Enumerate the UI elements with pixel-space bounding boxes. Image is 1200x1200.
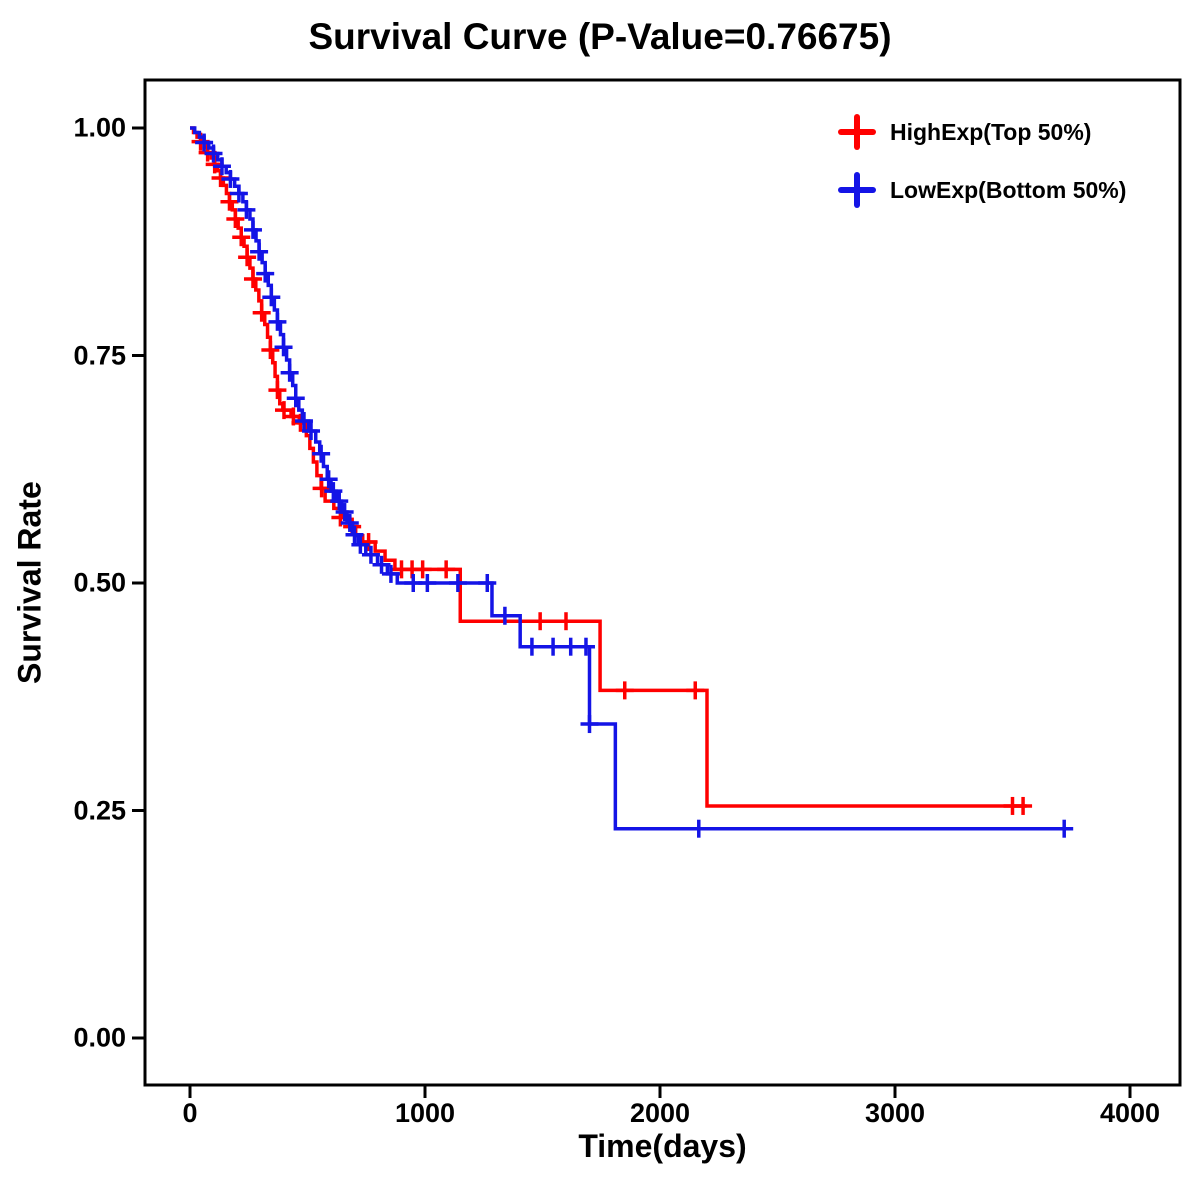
y-tick-label: 0.75 <box>73 340 126 370</box>
plot-panel-border <box>143 78 1182 1087</box>
legend-label-lowexp: LowExp(Bottom 50%) <box>890 176 1127 203</box>
legend: HighExp(Top 50%) LowExp(Bottom 50%) <box>838 114 1126 208</box>
y-tick-label: 1.00 <box>73 112 126 143</box>
y-tick-label: 0.25 <box>73 795 126 825</box>
x-tick-label: 4000 <box>1099 1098 1161 1128</box>
x-tick-label: 1000 <box>394 1098 456 1128</box>
plus-icon <box>838 172 876 208</box>
y-tick-label: 0.50 <box>73 567 126 598</box>
x-tick-label: 2000 <box>629 1098 691 1128</box>
x-axis-label: Time(days) <box>578 1128 747 1164</box>
chart-title: Survival Curve (P-Value=0.76675) <box>308 16 892 57</box>
legend-label-highexp: HighExp(Top 50%) <box>890 118 1092 145</box>
survival-curve-0 <box>190 126 1027 808</box>
legend-item-highexp: HighExp(Top 50%) <box>838 114 1126 150</box>
plus-icon <box>838 114 876 150</box>
x-tick-label: 0 <box>182 1098 198 1128</box>
x-tick-label: 3000 <box>864 1098 926 1128</box>
y-tick-label: 0.00 <box>73 1022 126 1053</box>
legend-item-lowexp: LowExp(Bottom 50%) <box>838 172 1126 208</box>
